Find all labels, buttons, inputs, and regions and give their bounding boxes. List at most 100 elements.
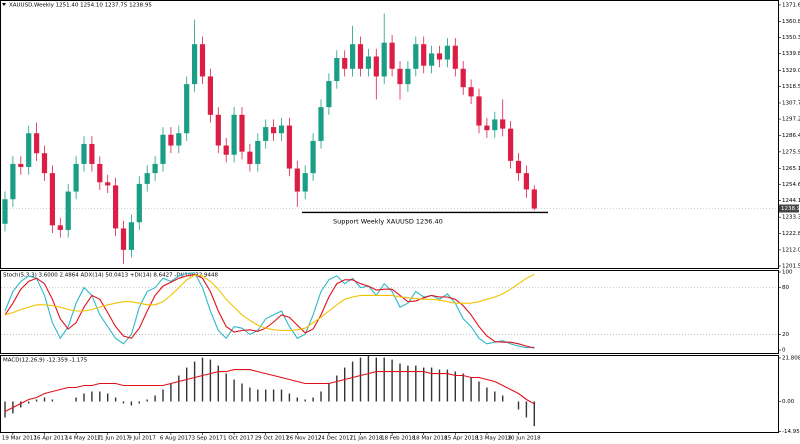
- histogram-bar: [494, 391, 496, 402]
- histogram-bar: [154, 395, 156, 402]
- histogram-bar: [107, 393, 109, 402]
- histogram-bar: [304, 399, 306, 402]
- histogram-bar: [415, 365, 417, 402]
- indicator-line: [4, 369, 535, 412]
- histogram-bar: [438, 369, 441, 402]
- histogram-bar: [4, 401, 6, 418]
- histogram-bar: [225, 373, 227, 402]
- y-tick-label: 1307.70: [782, 100, 800, 106]
- histogram-bar: [75, 397, 77, 402]
- candle-body: [26, 133, 32, 168]
- panel-frame: [0, 270, 779, 354]
- x-tick-label: 18 Mar 2018: [413, 436, 448, 442]
- y-tick-label: 1265.10: [782, 166, 800, 172]
- candle-body: [105, 182, 111, 186]
- panel-title: Stoch(5,3,3) 3.6000 2.4864 ADX(14) 50.04…: [3, 273, 218, 279]
- histogram-bar: [201, 357, 204, 402]
- y-tick-label: 1297.20: [782, 117, 800, 123]
- y-tick-label: 21.808: [782, 355, 800, 361]
- candle-body: [89, 143, 95, 164]
- candle-body: [65, 191, 71, 230]
- y-tick-label: 1244.10: [782, 198, 800, 204]
- histogram-bar: [35, 399, 38, 402]
- x-tick-label: 19 Mar 2017: [2, 436, 37, 442]
- last-price-label: 1238.95: [781, 206, 800, 212]
- y-tick-label: 0.00: [782, 399, 795, 405]
- candle-body: [263, 127, 269, 141]
- candle-body: [429, 53, 435, 66]
- x-tick-label: 14 May 2017: [65, 436, 101, 442]
- candle-body: [508, 128, 514, 161]
- histogram-bar: [280, 389, 283, 402]
- histogram-bar: [296, 397, 298, 402]
- histogram-bar: [423, 367, 425, 402]
- histogram-bar: [186, 367, 188, 402]
- candle-body: [531, 189, 537, 209]
- histogram-bar: [525, 401, 528, 418]
- histogram-bar: [533, 401, 535, 427]
- histogram-bar: [265, 389, 267, 402]
- candle-body: [113, 185, 119, 229]
- y-tick-label: 1233.30: [782, 215, 800, 221]
- indicator-line: [4, 273, 535, 332]
- histogram-bar: [249, 387, 251, 402]
- candle-body: [278, 125, 285, 134]
- histogram-bar: [462, 373, 464, 402]
- candle-body: [247, 151, 253, 164]
- x-tick-label: 6 Aug 2017: [160, 436, 192, 442]
- x-tick-label: 29 Oct 2017: [255, 436, 290, 442]
- candle-body: [515, 160, 522, 174]
- histogram-bar: [320, 391, 322, 402]
- x-tick-label: 13 May 2018: [476, 436, 512, 442]
- menu-icon[interactable]: [2, 3, 6, 6]
- histogram-bar: [233, 379, 235, 402]
- candle-body: [294, 168, 300, 192]
- candle-body: [73, 163, 79, 192]
- histogram-bar: [517, 401, 520, 410]
- candle-body: [389, 42, 395, 69]
- histogram-bar: [288, 393, 291, 402]
- candle-body: [10, 163, 16, 200]
- y-tick-label: 1222.80: [782, 231, 800, 237]
- candle-body: [365, 56, 371, 69]
- candle-body: [350, 44, 356, 69]
- candle-body: [381, 42, 387, 77]
- candle-body: [436, 53, 443, 60]
- candle-body: [492, 119, 498, 131]
- candle-body: [271, 127, 277, 134]
- histogram-bar: [430, 367, 433, 402]
- candle-body: [523, 173, 529, 190]
- histogram-bar: [336, 375, 338, 402]
- histogram-bar: [359, 357, 362, 402]
- y-tick-label: 20: [782, 332, 789, 338]
- y-tick-label: 1318.50: [782, 84, 800, 90]
- histogram-bar: [241, 383, 243, 402]
- y-tick-label: 80: [782, 285, 789, 291]
- support-label: Support Weekly XAUUSD 1236.40: [333, 217, 443, 225]
- histogram-bar: [130, 401, 133, 406]
- x-tick-label: 1 Oct 2017: [223, 436, 254, 442]
- histogram-bar: [43, 397, 46, 402]
- histogram-bar: [20, 401, 22, 408]
- candle-body: [41, 153, 48, 174]
- histogram-bar: [170, 383, 172, 402]
- x-tick-label: 11 Jun 2017: [97, 436, 131, 442]
- panel-frame: [0, 355, 779, 433]
- histogram-bar: [91, 391, 93, 402]
- x-tick-label: 26 Nov 2017: [286, 436, 322, 442]
- candle-body: [255, 140, 261, 164]
- histogram-bar: [407, 365, 409, 402]
- histogram-bar: [146, 399, 148, 402]
- candle-body: [231, 114, 237, 155]
- histogram-bar: [28, 401, 30, 404]
- candle-body: [326, 81, 332, 108]
- candle-body: [460, 68, 466, 88]
- candle-body: [57, 225, 63, 230]
- candle-body: [34, 133, 40, 154]
- y-tick-label: -14.95: [782, 429, 800, 435]
- histogram-bar: [383, 357, 385, 402]
- candle-body: [81, 143, 87, 164]
- candle-body: [49, 173, 55, 226]
- x-tick-label: 3 Sep 2017: [192, 436, 224, 442]
